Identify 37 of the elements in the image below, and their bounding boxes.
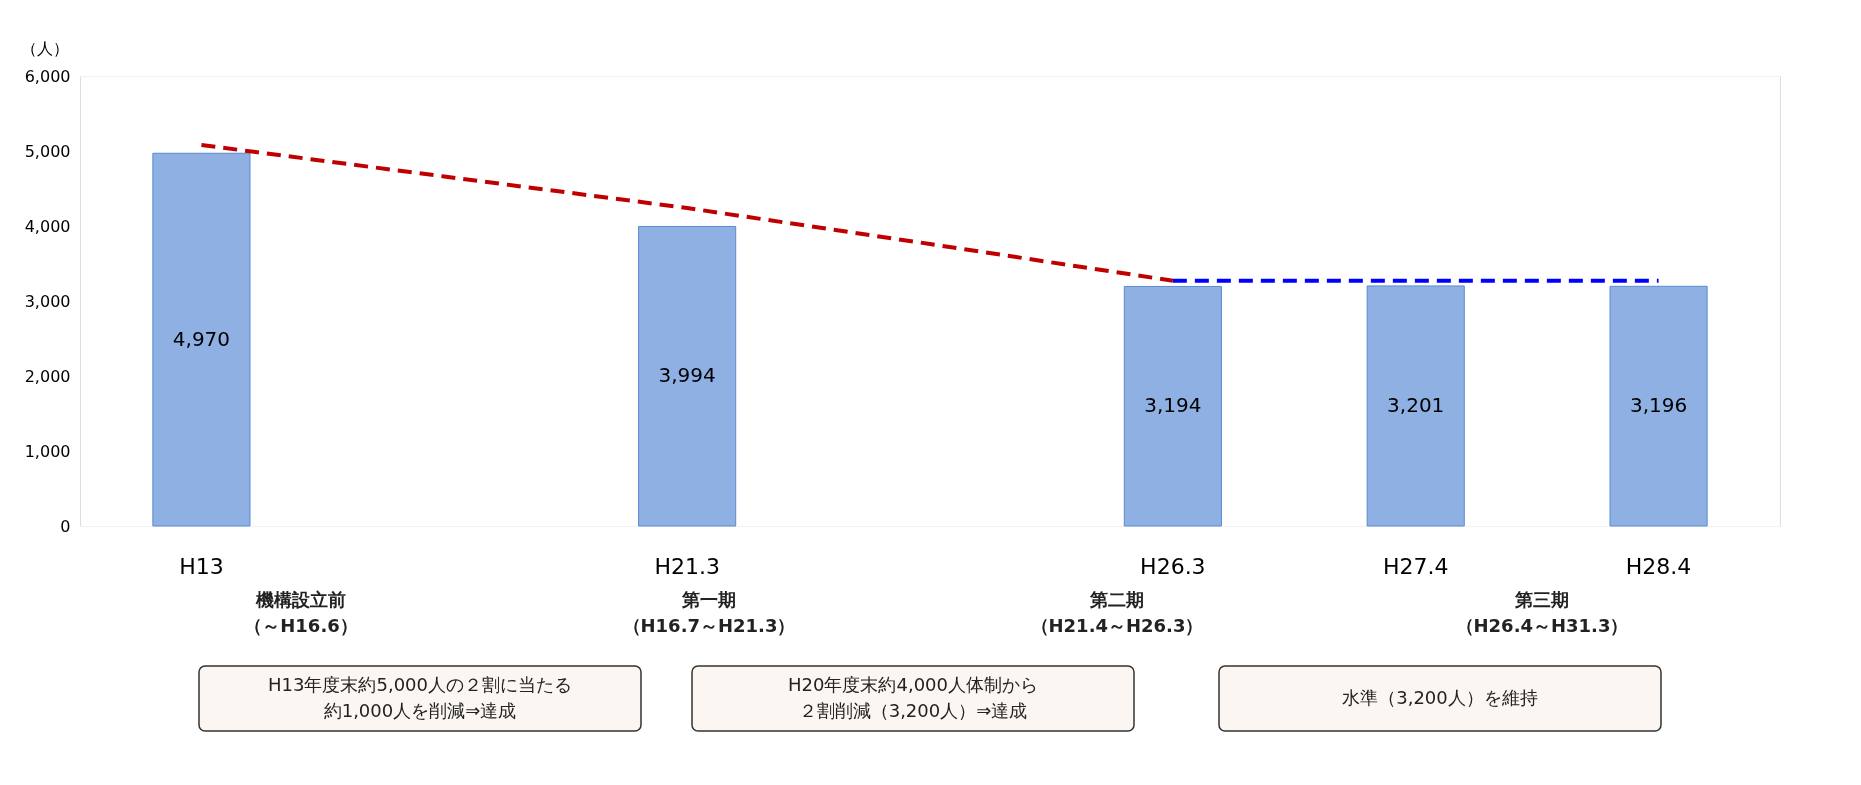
bar bbox=[1123, 285, 1222, 527]
text: 水準（3,200人）を維持 bbox=[1342, 687, 1538, 708]
text: （H16.7～H21.3） bbox=[622, 615, 796, 636]
text: ２割削減（3,200人）⇒達成 bbox=[798, 700, 1028, 721]
line-series bbox=[199, 143, 1175, 283]
y-tick-label: 3,000 bbox=[24, 291, 71, 311]
bar bbox=[152, 152, 251, 527]
x-tick-label: H27.4 bbox=[1382, 553, 1449, 579]
text: （～H16.6） bbox=[244, 615, 358, 636]
y-tick-label: 4,000 bbox=[24, 216, 71, 236]
text: 第三期 bbox=[1514, 589, 1569, 610]
text: 機構設立前 bbox=[255, 589, 346, 610]
x-tick-label: H26.3 bbox=[1140, 553, 1206, 579]
y-axis-title: （人） bbox=[20, 38, 69, 58]
text: （H21.4～H26.3） bbox=[1030, 615, 1204, 636]
data-label: 3,194 bbox=[1144, 393, 1202, 418]
data-label: 3,196 bbox=[1629, 393, 1688, 418]
x-tick-label: H13 bbox=[179, 553, 224, 579]
x-tick-label: H28.4 bbox=[1625, 553, 1692, 579]
y-tick-label: 1,000 bbox=[24, 441, 71, 461]
x-tick-label: H21.3 bbox=[654, 553, 720, 579]
text: 第一期 bbox=[681, 589, 736, 610]
bar bbox=[638, 225, 737, 527]
data-label: 3,994 bbox=[658, 363, 716, 388]
y-tick-label: 6,000 bbox=[24, 66, 71, 86]
text: 第二期 bbox=[1089, 589, 1144, 610]
data-label: 4,970 bbox=[172, 326, 231, 351]
text: 約1,000人を削減⇒達成 bbox=[323, 700, 517, 721]
y-tick-label: 0 bbox=[60, 516, 71, 536]
data-label: 3,201 bbox=[1387, 392, 1445, 417]
bar bbox=[1609, 285, 1708, 527]
text: H13年度末約5,000人の２割に当たる bbox=[268, 674, 572, 695]
y-tick-label: 2,000 bbox=[24, 366, 71, 386]
y-tick-label: 5,000 bbox=[24, 141, 71, 161]
text: H20年度末約4,000人体制から bbox=[788, 674, 1038, 695]
bar bbox=[1366, 285, 1465, 527]
text: （H26.4～H31.3） bbox=[1455, 615, 1629, 636]
